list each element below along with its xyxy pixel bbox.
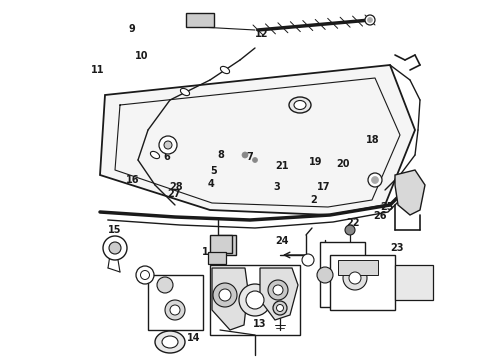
Circle shape [371, 176, 378, 184]
Circle shape [317, 267, 333, 283]
Text: 8: 8 [217, 150, 224, 160]
Text: 6: 6 [163, 152, 170, 162]
Polygon shape [260, 268, 298, 320]
Circle shape [252, 158, 258, 162]
Text: 10: 10 [135, 51, 149, 61]
Polygon shape [100, 65, 415, 215]
Text: 12: 12 [255, 29, 269, 39]
Bar [208, 252, 226, 264]
Text: 5: 5 [210, 166, 217, 176]
Text: 21: 21 [275, 161, 289, 171]
Polygon shape [395, 170, 425, 215]
Polygon shape [212, 268, 248, 330]
Circle shape [157, 277, 173, 293]
Circle shape [343, 266, 367, 290]
Bar [218, 235, 236, 255]
Text: 28: 28 [170, 182, 183, 192]
Text: 22: 22 [346, 218, 360, 228]
Ellipse shape [162, 336, 178, 348]
Ellipse shape [294, 100, 306, 109]
Circle shape [242, 152, 248, 158]
Text: 23: 23 [390, 243, 404, 253]
Text: 16: 16 [125, 175, 139, 185]
Text: 9: 9 [129, 24, 136, 34]
Circle shape [273, 285, 283, 295]
Circle shape [273, 301, 287, 315]
Text: 4: 4 [207, 179, 214, 189]
Circle shape [239, 284, 271, 316]
Bar [330, 255, 395, 310]
Circle shape [219, 289, 231, 301]
Bar [338, 260, 378, 275]
Bar [210, 235, 232, 253]
Ellipse shape [155, 331, 185, 353]
Bar [320, 242, 365, 307]
Circle shape [268, 280, 288, 300]
Text: 20: 20 [336, 159, 350, 169]
Circle shape [365, 15, 375, 25]
Text: 11: 11 [91, 65, 105, 75]
Circle shape [164, 141, 172, 149]
Circle shape [349, 272, 361, 284]
Circle shape [109, 242, 121, 254]
Bar [395, 265, 433, 300]
Ellipse shape [220, 66, 230, 73]
Bar [210, 265, 300, 335]
Circle shape [103, 236, 127, 260]
Circle shape [246, 291, 264, 309]
Circle shape [170, 305, 180, 315]
Text: 19: 19 [309, 157, 323, 167]
Circle shape [302, 254, 314, 266]
Circle shape [368, 18, 372, 23]
Circle shape [141, 270, 149, 279]
Text: 17: 17 [317, 182, 330, 192]
Ellipse shape [289, 97, 311, 113]
Text: 13: 13 [253, 319, 267, 329]
Circle shape [276, 305, 284, 311]
Text: 7: 7 [246, 152, 253, 162]
Text: 15: 15 [108, 225, 122, 235]
Circle shape [345, 225, 355, 235]
Ellipse shape [150, 152, 160, 159]
Text: 14: 14 [187, 333, 200, 343]
Circle shape [213, 283, 237, 307]
Text: 27: 27 [167, 189, 181, 199]
Circle shape [165, 300, 185, 320]
Text: 18: 18 [366, 135, 379, 145]
Bar [186, 13, 214, 27]
Text: 24: 24 [275, 236, 289, 246]
Ellipse shape [180, 89, 190, 96]
Circle shape [136, 266, 154, 284]
Text: 25: 25 [380, 202, 394, 212]
Circle shape [368, 173, 382, 187]
Text: 2: 2 [310, 195, 317, 205]
Bar [148, 275, 203, 330]
Circle shape [159, 136, 177, 154]
Text: 3: 3 [273, 182, 280, 192]
Text: 1: 1 [202, 247, 209, 257]
Text: 26: 26 [373, 211, 387, 221]
